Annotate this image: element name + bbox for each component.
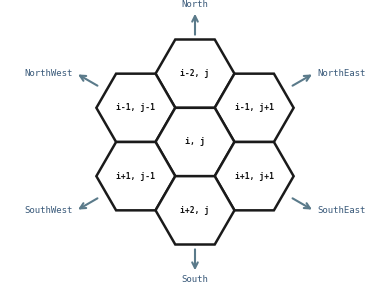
Text: i+1, j-1: i+1, j-1 (116, 172, 155, 181)
Text: SouthWest: SouthWest (25, 206, 73, 216)
Text: i+1, j+1: i+1, j+1 (235, 172, 274, 181)
Polygon shape (156, 176, 234, 245)
Text: i, j: i, j (185, 137, 205, 147)
Polygon shape (156, 39, 234, 108)
Text: NorthEast: NorthEast (317, 68, 365, 78)
Text: NorthWest: NorthWest (25, 68, 73, 78)
Polygon shape (156, 108, 234, 176)
Text: South: South (182, 275, 208, 284)
Text: i-1, j+1: i-1, j+1 (235, 103, 274, 112)
Text: i-1, j-1: i-1, j-1 (116, 103, 155, 112)
Text: i+2, j: i+2, j (180, 206, 210, 215)
Polygon shape (96, 142, 175, 210)
Polygon shape (96, 74, 175, 142)
Text: SouthEast: SouthEast (317, 206, 365, 216)
Text: North: North (182, 0, 208, 9)
Text: i-2, j: i-2, j (180, 69, 210, 78)
Polygon shape (215, 142, 294, 210)
Polygon shape (215, 74, 294, 142)
